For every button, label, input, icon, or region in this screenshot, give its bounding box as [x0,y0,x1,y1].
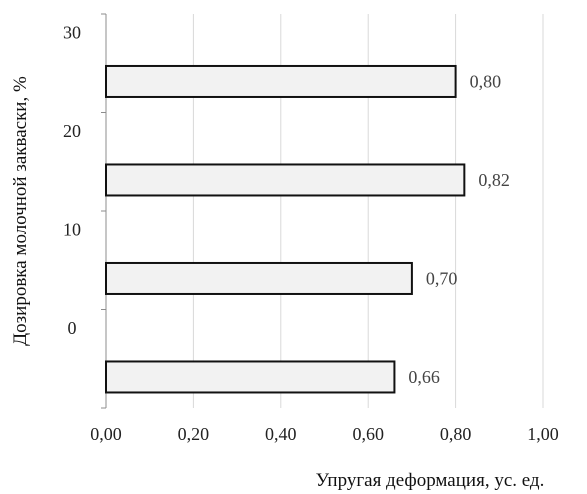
x-axis-title: Упругая деформация, ус. ед. [316,470,545,491]
bar-20 [105,163,466,197]
y-axis-ticks [101,13,106,409]
x-tick-label: 0,20 [178,424,210,444]
bar-0 [105,360,396,394]
y-tick-labels: 0 10 20 30 [63,22,81,338]
y-tick-label-30: 30 [63,22,81,42]
y-tick-label-0: 0 [68,318,77,338]
x-tick-label: 0,00 [90,424,122,444]
x-tick-labels: 0,00 0,20 0,40 0,60 0,80 1,00 [90,424,559,444]
data-label-20: 0,82 [478,170,510,190]
data-label-0: 0,66 [408,367,440,387]
x-tick-label: 0,60 [352,424,384,444]
y-tick-label-20: 20 [63,121,81,141]
data-label-10: 0,70 [426,268,458,288]
y-tick-label-10: 10 [63,219,81,239]
bar-10 [105,261,413,295]
y-axis-title: Дозировка молочной закваски, % [10,76,31,346]
bar-30 [105,64,457,98]
x-tick-label: 0,80 [440,424,472,444]
x-tick-label: 1,00 [527,424,559,444]
data-label-30: 0,80 [470,71,502,91]
bars [105,64,466,394]
x-tick-label: 0,40 [265,424,297,444]
data-labels: 0,66 0,70 0,82 0,80 [408,71,509,387]
